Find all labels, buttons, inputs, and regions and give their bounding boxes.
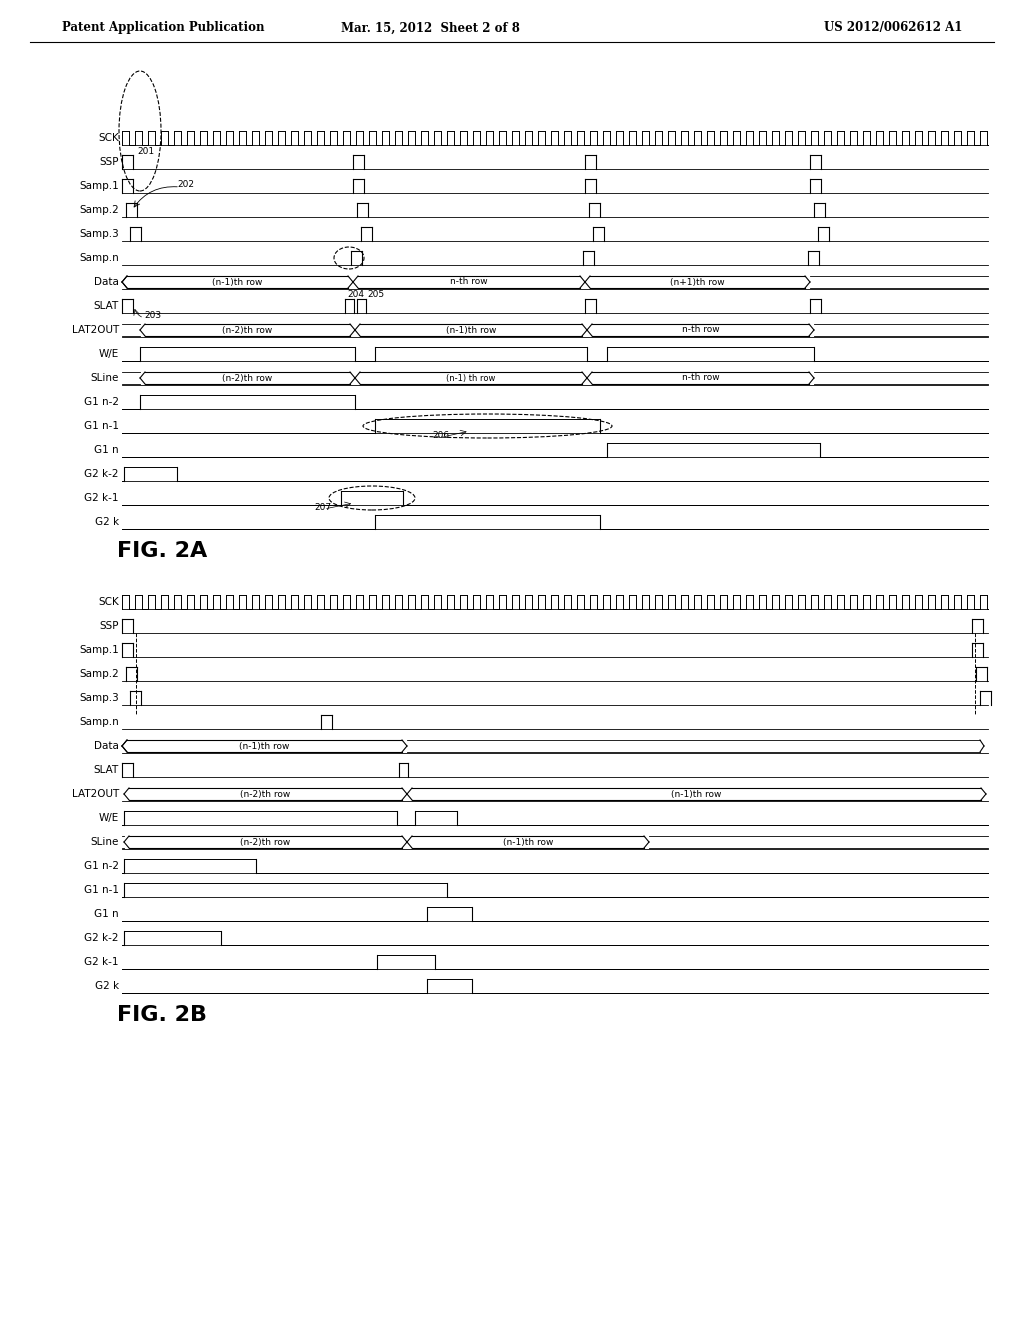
Text: Mar. 15, 2012  Sheet 2 of 8: Mar. 15, 2012 Sheet 2 of 8 (341, 21, 519, 34)
Text: G1 n: G1 n (94, 445, 119, 455)
Text: G2 k-2: G2 k-2 (85, 469, 119, 479)
Text: W/E: W/E (98, 348, 119, 359)
Text: (n-2)th row: (n-2)th row (241, 837, 291, 846)
Text: FIG. 2B: FIG. 2B (117, 1005, 207, 1026)
Text: 203: 203 (144, 312, 161, 319)
Text: G1 n-2: G1 n-2 (84, 861, 119, 871)
Text: SCK: SCK (98, 597, 119, 607)
Text: n-th row: n-th row (451, 277, 487, 286)
Text: Samp.2: Samp.2 (79, 669, 119, 678)
Text: G2 k-1: G2 k-1 (85, 492, 119, 503)
Text: G2 k-2: G2 k-2 (85, 933, 119, 942)
Text: LAT2OUT: LAT2OUT (72, 325, 119, 335)
Text: (n-1)th row: (n-1)th row (672, 789, 722, 799)
Text: SSP: SSP (99, 620, 119, 631)
Text: (n-1)th row: (n-1)th row (212, 277, 263, 286)
Text: US 2012/0062612 A1: US 2012/0062612 A1 (823, 21, 962, 34)
Text: G2 k: G2 k (95, 517, 119, 527)
Text: (n-1)th row: (n-1)th row (240, 742, 290, 751)
Text: W/E: W/E (98, 813, 119, 822)
Text: SLine: SLine (91, 837, 119, 847)
Text: G2 k-1: G2 k-1 (85, 957, 119, 968)
Text: Samp.1: Samp.1 (79, 645, 119, 655)
Text: FIG. 2A: FIG. 2A (117, 541, 207, 561)
Text: G1 n: G1 n (94, 909, 119, 919)
Text: Samp.1: Samp.1 (79, 181, 119, 191)
Text: 202: 202 (177, 180, 194, 189)
Text: n-th row: n-th row (682, 326, 719, 334)
Text: 201: 201 (137, 147, 155, 156)
Text: (n-1)th row: (n-1)th row (445, 326, 497, 334)
Text: G1 n-1: G1 n-1 (84, 421, 119, 432)
Text: Patent Application Publication: Patent Application Publication (62, 21, 264, 34)
Text: Samp.n: Samp.n (79, 253, 119, 263)
Text: 207: 207 (314, 503, 331, 512)
Text: Samp.n: Samp.n (79, 717, 119, 727)
Text: SLAT: SLAT (94, 766, 119, 775)
Text: G2 k: G2 k (95, 981, 119, 991)
Text: Samp.3: Samp.3 (79, 228, 119, 239)
Text: LAT2OUT: LAT2OUT (72, 789, 119, 799)
Text: (n-2)th row: (n-2)th row (222, 326, 272, 334)
Text: (n-1) th row: (n-1) th row (446, 374, 496, 383)
Text: 204: 204 (347, 290, 364, 300)
Text: Samp.2: Samp.2 (79, 205, 119, 215)
Text: SLine: SLine (91, 374, 119, 383)
Text: Samp.3: Samp.3 (79, 693, 119, 704)
Text: (n-1)th row: (n-1)th row (503, 837, 553, 846)
Text: G1 n-2: G1 n-2 (84, 397, 119, 407)
Text: SCK: SCK (98, 133, 119, 143)
Text: (n-2)th row: (n-2)th row (241, 789, 291, 799)
Text: Data: Data (94, 277, 119, 286)
Text: 206: 206 (432, 432, 450, 440)
Text: G1 n-1: G1 n-1 (84, 884, 119, 895)
Text: (n+1)th row: (n+1)th row (670, 277, 725, 286)
Text: 205: 205 (367, 290, 384, 300)
Text: SSP: SSP (99, 157, 119, 168)
Text: Data: Data (94, 741, 119, 751)
Text: n-th row: n-th row (682, 374, 719, 383)
Text: (n-2)th row: (n-2)th row (222, 374, 272, 383)
Text: SLAT: SLAT (94, 301, 119, 312)
